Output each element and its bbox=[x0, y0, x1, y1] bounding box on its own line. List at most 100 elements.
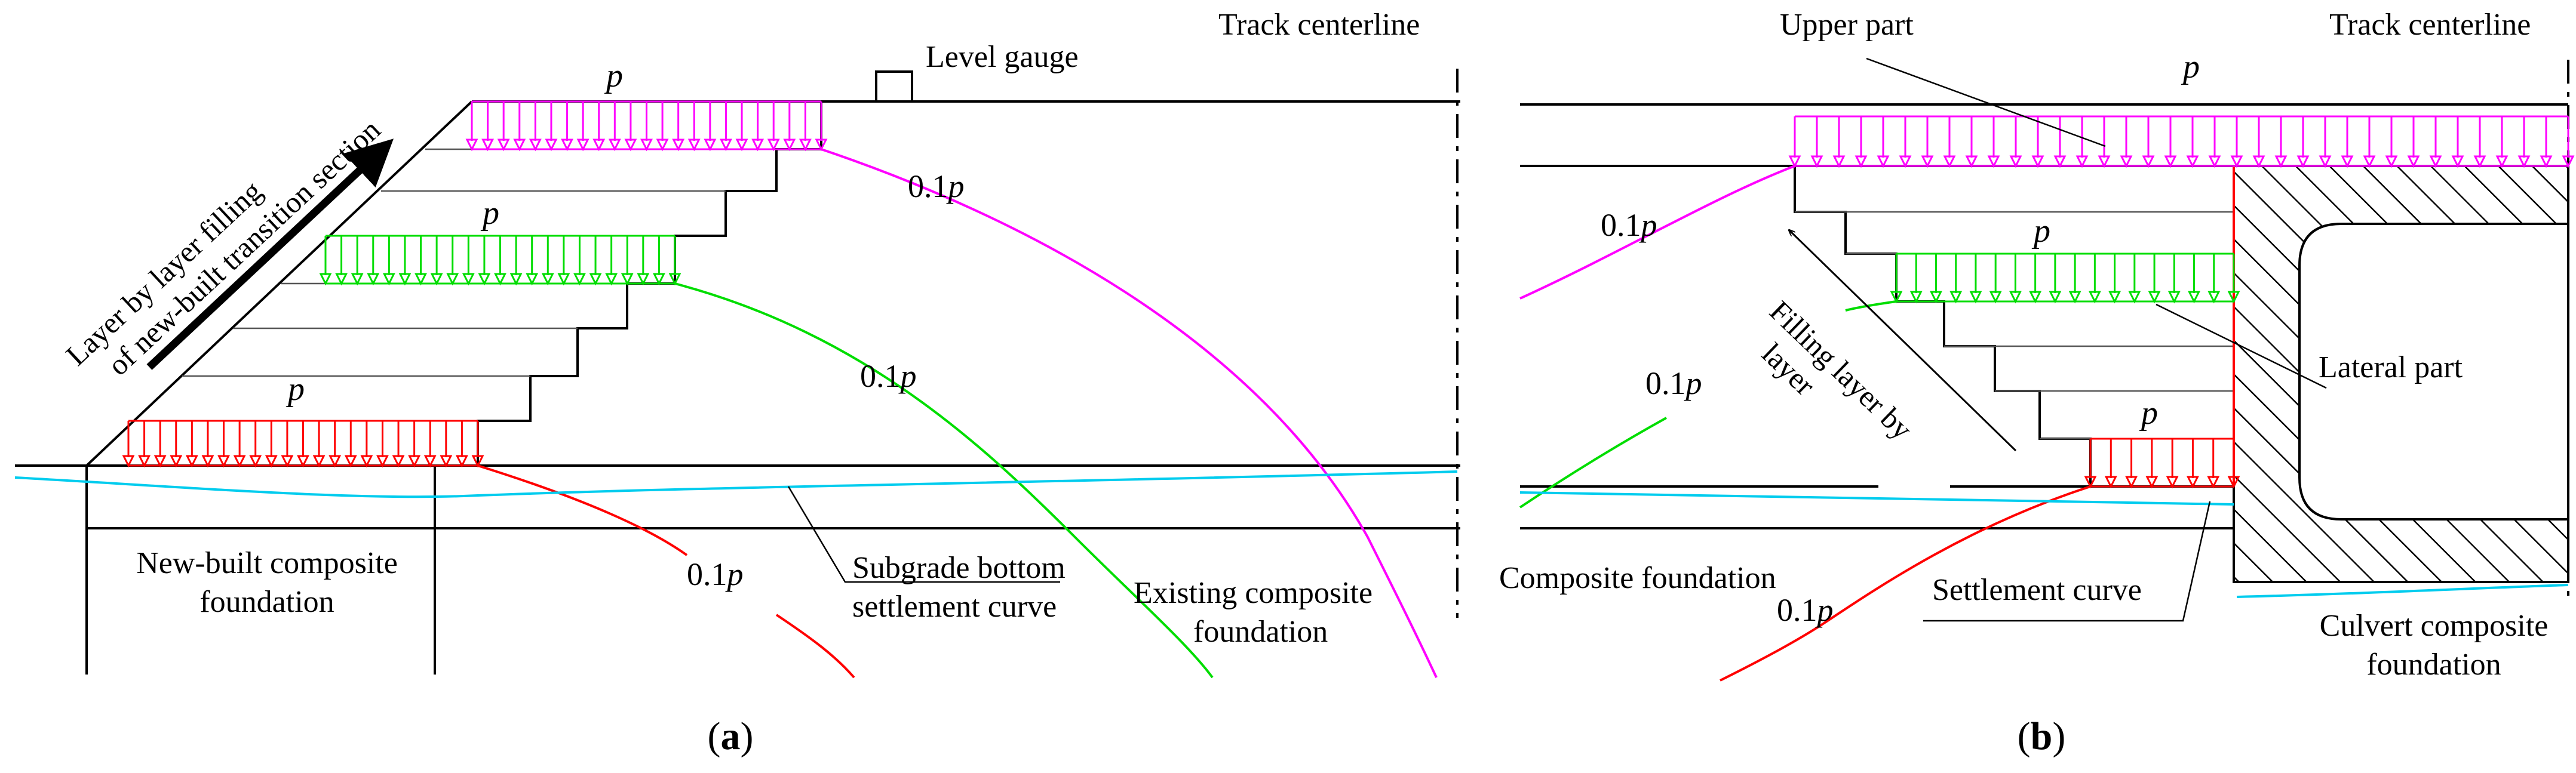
top-load-row-arrow bbox=[497, 101, 510, 152]
middle-load-row-b-arrow bbox=[2167, 254, 2181, 304]
load-label-mid-b: p bbox=[2031, 213, 2050, 250]
filling-label-line2: of new-built transition section bbox=[101, 113, 386, 382]
top-load-row-b-arrow bbox=[2429, 116, 2442, 168]
contour-label-bot-b: 0.1p bbox=[1777, 592, 1834, 628]
bottom-load-row-arrow bbox=[281, 421, 294, 468]
load-label-top-b: p bbox=[2181, 48, 2200, 85]
top-load-row-arrow bbox=[687, 101, 701, 152]
contour-label-top-b: 0.1p bbox=[1601, 207, 1657, 243]
middle-load-row-b-arrow bbox=[2009, 254, 2022, 304]
top-load-row-b-arrow bbox=[2385, 116, 2398, 168]
top-load-row-arrow bbox=[672, 101, 685, 152]
top-load-row-b-arrow bbox=[2562, 116, 2575, 168]
top-load-row-arrow bbox=[815, 101, 828, 152]
top-load-row-b-arrow bbox=[1810, 116, 1823, 168]
caption-a: (a) bbox=[708, 715, 754, 758]
contour-label-mid-a: 0.1p bbox=[860, 358, 917, 394]
bottom-load-row-arrow bbox=[328, 421, 342, 468]
embankment-slope bbox=[85, 100, 473, 467]
middle-load-row-b-arrow bbox=[2227, 254, 2240, 304]
bottom-load-row-arrow bbox=[122, 421, 135, 468]
middle-load-row-arrow bbox=[557, 236, 570, 286]
middle-load-row-b-arrow bbox=[2207, 254, 2221, 304]
panel-b-leaders bbox=[1866, 57, 2327, 622]
bottom-load-row-arrow bbox=[138, 421, 151, 468]
bottom-load-row-b-arrow bbox=[2227, 439, 2240, 489]
top-load-row-b-arrow bbox=[2540, 116, 2553, 168]
middle-load-row-arrow bbox=[494, 236, 506, 286]
subgrade-settlement-curve bbox=[14, 470, 1458, 498]
top-load-row-b-arrow bbox=[2252, 116, 2265, 168]
contour-top-curve bbox=[821, 148, 1438, 678]
top-load-row-b-arrow bbox=[2274, 116, 2288, 168]
middle-load-row-arrow bbox=[446, 236, 459, 286]
middle-load-row-arrow bbox=[351, 236, 364, 286]
bottom-load-row-arrow bbox=[265, 421, 278, 468]
bottom-load-row-b-arrow bbox=[2084, 439, 2097, 489]
middle-load-row-arrow bbox=[526, 236, 539, 286]
top-load-row-b-arrow bbox=[2495, 116, 2509, 168]
middle-load-row-arrow bbox=[541, 236, 554, 286]
top-load-row-b-arrow bbox=[2473, 116, 2486, 168]
middle-load-row-arrow bbox=[430, 236, 443, 286]
load-label-bot-b: p bbox=[2139, 395, 2158, 432]
filling-direction-arrow bbox=[146, 138, 394, 370]
top-load-row-b-arrow bbox=[1877, 116, 1890, 168]
panel-b-loads bbox=[1788, 115, 2575, 489]
middle-load-row-arrow bbox=[319, 236, 332, 286]
existing-foundation-label-line1: Existing composite bbox=[1134, 576, 1373, 610]
contour-label-mid-b: 0.1p bbox=[1645, 365, 1702, 401]
load-label-top-a: p bbox=[604, 57, 623, 94]
middle-load-row-arrow bbox=[605, 236, 618, 286]
contour-bottom-curve-tail bbox=[775, 614, 855, 679]
top-load-row-arrow bbox=[592, 101, 606, 152]
top-load-row-b-arrow bbox=[2142, 116, 2155, 168]
top-load-row-b-arrow bbox=[1788, 116, 1801, 168]
culvert-settlement-curve bbox=[2236, 584, 2569, 598]
bottom-load-row-arrow bbox=[344, 421, 357, 468]
top-load-row-arrow bbox=[513, 101, 526, 152]
bottom-load-row-b-arrow bbox=[2207, 439, 2220, 489]
bottom-load-row-b-arrow bbox=[2125, 439, 2138, 489]
top-load-row-arrow bbox=[608, 101, 621, 152]
bottom-load-row-arrow bbox=[170, 421, 183, 468]
top-load-row-b-arrow bbox=[1855, 116, 1868, 168]
middle-load-row-b-arrow bbox=[2029, 254, 2042, 304]
middle-load-row-arrow bbox=[382, 236, 395, 286]
top-load-row-arrow bbox=[783, 101, 796, 152]
bottom-load-row-arrow bbox=[440, 421, 453, 468]
top-load-row-arrow bbox=[624, 101, 637, 152]
bottom-load-row-arrow bbox=[471, 421, 484, 468]
top-load-row-b-arrow bbox=[2164, 116, 2177, 168]
top-load-row-b-arrow bbox=[2186, 116, 2199, 168]
bottom-load-row-b-arrow bbox=[2166, 439, 2179, 489]
top-load-row-b-arrow bbox=[1899, 116, 1912, 168]
bottom-load-row-arrow bbox=[153, 421, 167, 468]
level-gauge-label: Level gauge bbox=[926, 40, 1079, 74]
step-profile-b bbox=[1794, 166, 2092, 486]
track-centerline-label-a: Track centerline bbox=[1218, 8, 1420, 42]
top-load-row-b-arrow bbox=[2053, 116, 2067, 168]
middle-load-row-arrow bbox=[462, 236, 475, 286]
filling-direction-arrow-b bbox=[1789, 230, 2017, 452]
middle-load-row-arrow bbox=[335, 236, 348, 286]
top-load-row-arrow bbox=[704, 101, 717, 152]
contour-bottom-curve-b bbox=[1720, 485, 2091, 682]
bottom-load-row-b-arrow bbox=[2104, 439, 2117, 489]
track-centerline-label-b: Track centerline bbox=[2329, 8, 2531, 42]
middle-load-row-b-arrow bbox=[2049, 254, 2062, 304]
culvert-foundation-label-line2: foundation bbox=[2366, 648, 2501, 682]
contour-label-bot-a: 0.1p bbox=[687, 556, 744, 592]
contour-bottom-curve bbox=[477, 464, 688, 556]
top-load-row-arrow bbox=[576, 101, 589, 152]
subgrade-label-line1: Subgrade bottom bbox=[852, 551, 1066, 585]
load-label-bot-a: p bbox=[285, 371, 305, 408]
top-load-row-b-arrow bbox=[2230, 116, 2243, 168]
top-load-row-b-arrow bbox=[2098, 116, 2111, 168]
contour-middle-curve bbox=[674, 282, 1214, 679]
settlement-curve-b bbox=[1519, 491, 2234, 506]
middle-load-row-arrow bbox=[621, 236, 634, 286]
top-load-row-arrow bbox=[720, 101, 732, 152]
contour-middle-curve-b-tail bbox=[1519, 417, 1667, 509]
top-load-row-b-arrow bbox=[2363, 116, 2376, 168]
